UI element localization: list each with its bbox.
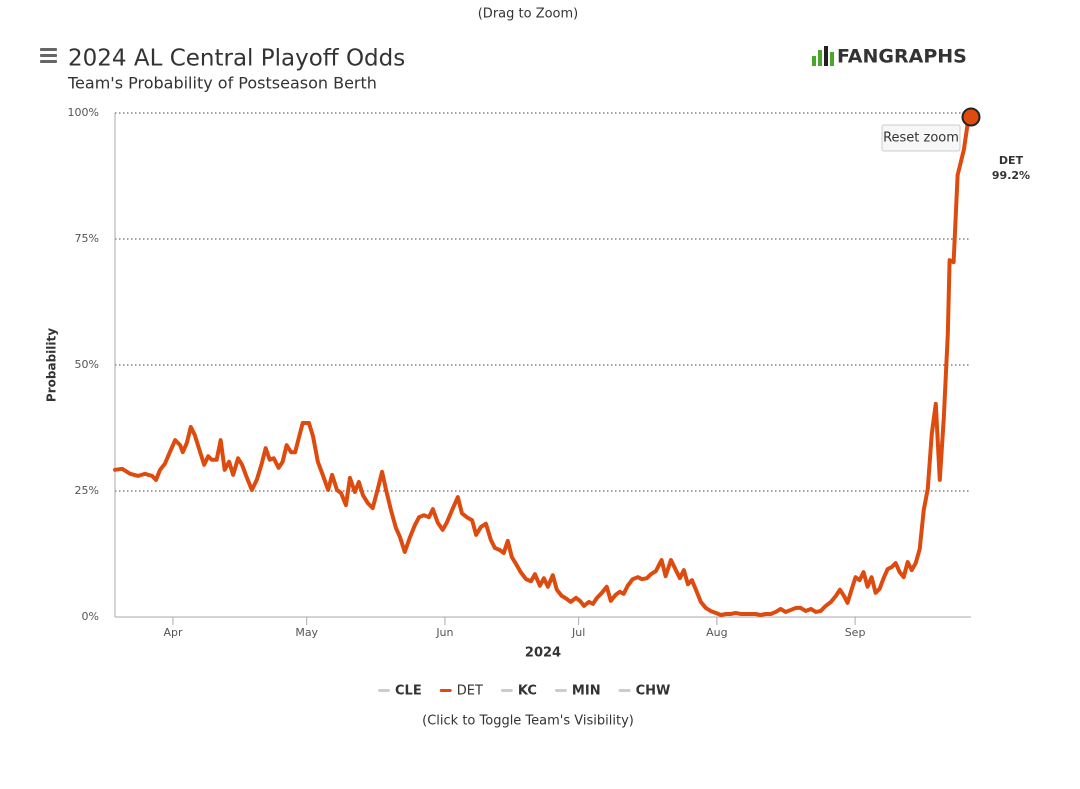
legend-label[interactable]: CHW — [636, 684, 671, 699]
legend-label[interactable]: DET — [457, 684, 483, 699]
y-axis-title: Probability — [45, 328, 59, 402]
x-axis-title: 2024 — [525, 646, 561, 661]
y-tick-label: 75% — [75, 232, 99, 245]
legend-label[interactable]: MIN — [572, 684, 601, 699]
series-line — [113, 115, 973, 617]
end-point-marker — [961, 107, 981, 127]
legend-item[interactable]: MIN — [554, 684, 601, 699]
x-tick-label: Sep — [845, 626, 866, 639]
y-tick-label: 50% — [75, 358, 99, 371]
legend-item[interactable]: CLE — [378, 684, 422, 699]
legend-label[interactable]: KC — [518, 684, 537, 699]
logo: FANGRAPHS — [837, 46, 967, 68]
y-tick-label: 100% — [68, 106, 99, 119]
plot-area: 0% 25% 50% 75% 100% Apr May Jun Jul Aug Sep DET 99.2… — [68, 106, 1031, 639]
reset-zoom-button[interactable]: Reset zoom — [881, 124, 961, 152]
y-tick-label: 25% — [75, 484, 99, 497]
legend-swatch[interactable] — [378, 689, 390, 692]
legend-label[interactable]: CLE — [395, 684, 422, 699]
end-label-name: DET — [999, 154, 1024, 167]
toggle-hint: (Click to Toggle Team's Visibility) — [422, 714, 634, 729]
menu-icon[interactable] — [40, 48, 57, 63]
x-tick-label: Jul — [571, 626, 585, 639]
drag-hint: (Drag to Zoom) — [478, 7, 579, 22]
button-label[interactable]: Reset zoom — [883, 131, 959, 146]
x-tick-label: Apr — [163, 626, 183, 639]
logo-icon — [812, 46, 834, 66]
button-frame[interactable] — [881, 124, 961, 152]
x-tick-label: Aug — [706, 626, 727, 639]
chart-title: 2024 AL Central Playoff Odds — [68, 46, 405, 72]
legend-item[interactable]: CHW — [618, 684, 671, 699]
legend-item[interactable]: KC — [500, 684, 537, 699]
x-tick-label: May — [295, 626, 318, 639]
chart-subtitle: Team's Probability of Postseason Berth — [67, 74, 377, 93]
legend-swatch[interactable] — [618, 689, 631, 692]
legend-swatch[interactable] — [554, 689, 567, 692]
end-label-value: 99.2% — [992, 169, 1030, 182]
legend-item[interactable]: DET — [439, 684, 483, 699]
legend-swatch[interactable] — [439, 689, 452, 692]
legend: CLE DET KC MIN CHW — [378, 684, 670, 699]
x-tick-label: Jun — [435, 626, 453, 639]
legend-swatch[interactable] — [500, 689, 513, 692]
y-tick-label: 0% — [82, 610, 99, 623]
